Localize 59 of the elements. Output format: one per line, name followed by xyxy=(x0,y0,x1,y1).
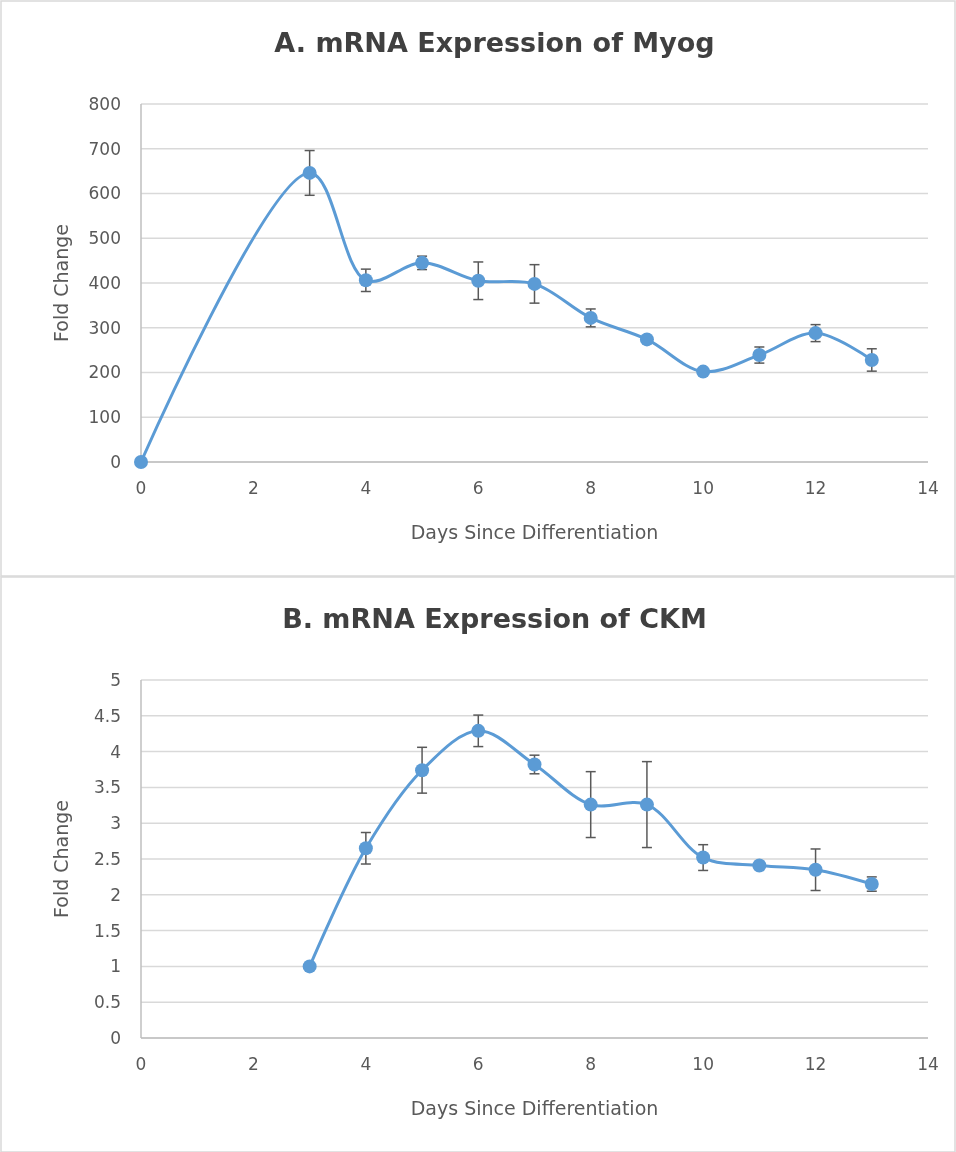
y-tick-label: 600 xyxy=(88,183,121,204)
point xyxy=(302,959,317,974)
point xyxy=(808,862,823,877)
x-axis-title: Days Since Differentiation xyxy=(410,1097,659,1119)
x-tick-label: 0 xyxy=(135,478,147,498)
x-tick-label: 14 xyxy=(917,1054,939,1074)
x-tick-label: 8 xyxy=(585,478,597,498)
point xyxy=(302,165,317,180)
y-tick-label: 2.5 xyxy=(93,848,121,869)
x-tick-label: 10 xyxy=(692,478,714,498)
y-tick-label: 0.5 xyxy=(93,992,121,1013)
point xyxy=(527,276,542,291)
point xyxy=(583,797,598,812)
y-tick-label: 3.5 xyxy=(93,777,121,798)
x-tick-label: 2 xyxy=(248,1054,259,1074)
x-tick-label: 0 xyxy=(135,1054,147,1074)
x-tick-label: 12 xyxy=(804,1054,827,1074)
chart-title: A. mRNA Expression of Myog xyxy=(274,27,715,58)
y-tick-label: 4.5 xyxy=(93,705,121,726)
y-tick-label: 1.5 xyxy=(93,920,121,941)
chart-title: B. mRNA Expression of CKM xyxy=(282,603,707,634)
y-tick-label: 0 xyxy=(110,451,121,472)
point xyxy=(639,332,654,347)
y-tick-label: 0 xyxy=(110,1027,121,1048)
y-tick-label: 400 xyxy=(88,272,121,293)
x-tick-label: 12 xyxy=(804,478,827,498)
point xyxy=(471,723,486,738)
y-tick-label: 5 xyxy=(110,669,121,690)
point xyxy=(752,858,767,873)
x-tick-label: 8 xyxy=(585,1054,597,1074)
x-tick-label: 2 xyxy=(248,478,259,498)
y-tick-label: 2 xyxy=(110,884,121,905)
point xyxy=(471,273,486,288)
x-axis-title: Days Since Differentiation xyxy=(410,521,659,543)
point xyxy=(358,273,373,288)
x-tick-label: 4 xyxy=(360,478,372,498)
y-tick-label: 700 xyxy=(88,138,121,159)
y-tick-label: 100 xyxy=(88,407,121,428)
y-tick-label: 200 xyxy=(88,362,121,383)
y-tick-label: 3 xyxy=(110,813,121,834)
x-tick-label: 6 xyxy=(472,1054,484,1074)
y-tick-label: 800 xyxy=(88,93,121,114)
y-tick-label: 300 xyxy=(88,317,121,338)
y-axis-title: Fold Change xyxy=(50,224,72,342)
y-tick-label: 500 xyxy=(88,228,121,249)
point xyxy=(639,797,654,812)
x-tick-label: 6 xyxy=(472,478,484,498)
point xyxy=(134,455,148,469)
point xyxy=(864,352,879,367)
y-tick-label: 4 xyxy=(110,741,121,762)
x-tick-label: 10 xyxy=(692,1054,714,1074)
y-axis-title: Fold Change xyxy=(50,800,72,918)
y-tick-label: 1 xyxy=(110,956,121,977)
x-tick-label: 14 xyxy=(917,478,939,498)
point xyxy=(696,850,711,865)
point xyxy=(358,841,373,856)
point xyxy=(415,763,430,778)
point xyxy=(696,364,711,379)
x-tick-label: 4 xyxy=(360,1054,372,1074)
